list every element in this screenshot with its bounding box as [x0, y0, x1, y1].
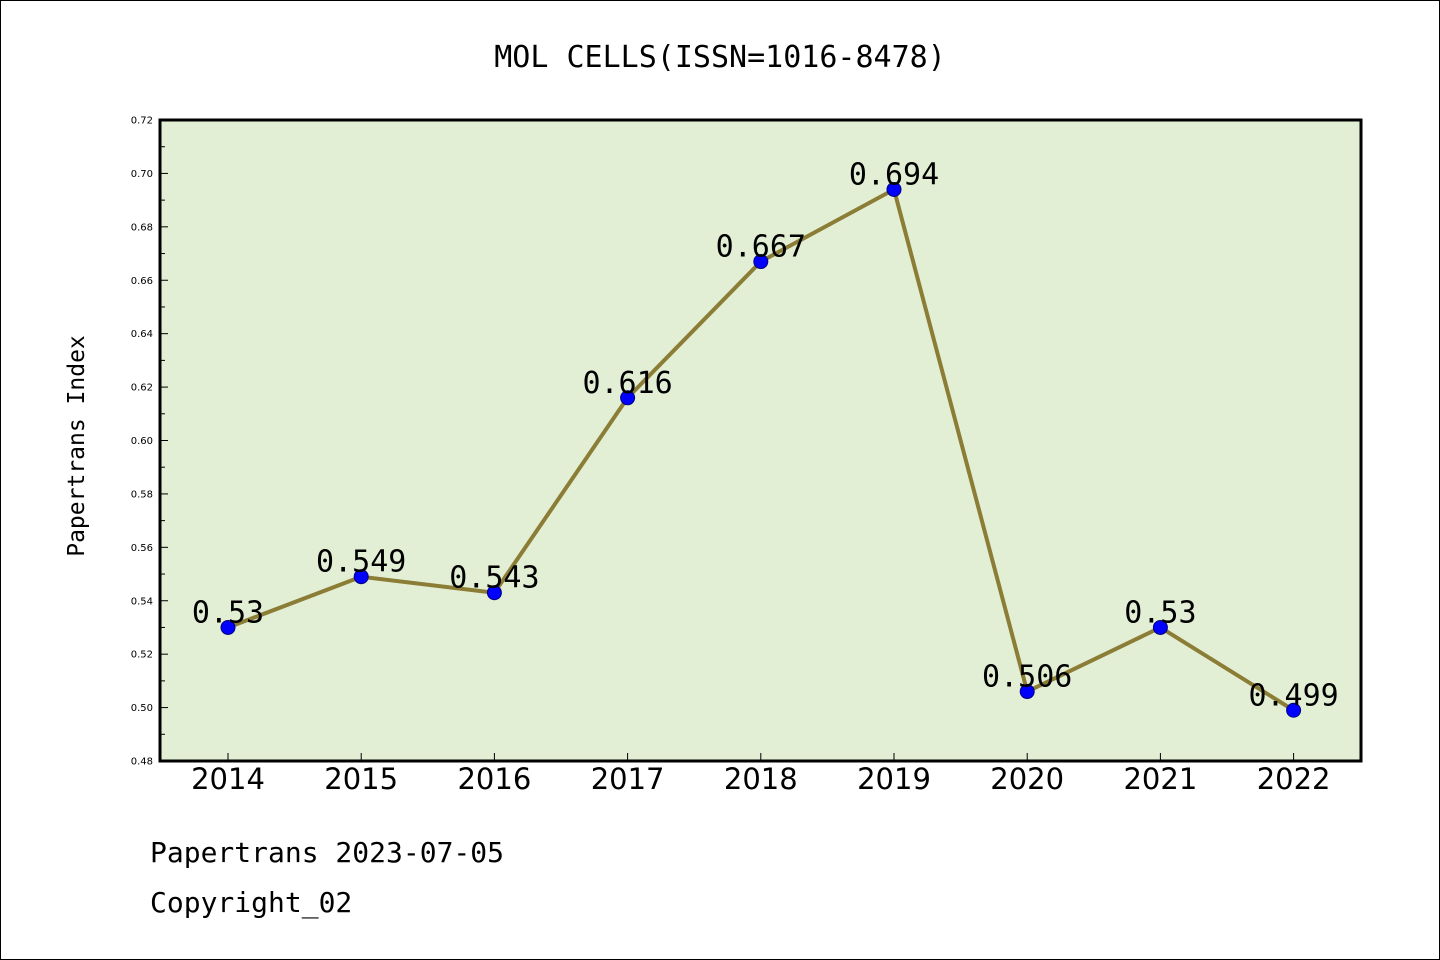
data-point [353, 569, 369, 585]
data-point [886, 181, 902, 197]
data-label: 0.53 [1124, 595, 1196, 630]
y-tick-label: 0.60 [131, 436, 153, 447]
x-tick-label: 2017 [591, 762, 665, 796]
data-label: 0.694 [849, 157, 939, 192]
x-axis: 2014 2015 2016 2017 2018 2019 2020 2021 2022 [191, 753, 1331, 796]
data-point [486, 585, 502, 601]
x-tick-label: 2018 [724, 762, 798, 796]
data-point [220, 619, 236, 635]
y-tick-label: 0.58 [131, 489, 153, 500]
x-tick-label: 2020 [990, 762, 1064, 796]
x-tick-label: 2015 [324, 762, 398, 796]
footer-copyright: Copyright_02 [150, 886, 353, 919]
y-axis: 0.48 0.50 0.52 0.54 0.56 0.58 0.60 0.62 0.64 0.66… [131, 116, 168, 768]
y-tick-label: 0.54 [131, 596, 153, 607]
data-label: 0.506 [982, 660, 1072, 695]
y-tick-label: 0.48 [131, 757, 153, 768]
data-point [1152, 619, 1168, 635]
y-tick-label: 0.56 [131, 543, 153, 554]
data-point [753, 254, 769, 270]
y-axis-label: Papertrans Index [64, 335, 90, 557]
data-point [1019, 684, 1035, 700]
y-tick-label: 0.70 [131, 169, 153, 180]
x-tick-label: 2021 [1123, 762, 1197, 796]
y-tick-label: 0.66 [131, 276, 153, 287]
x-tick-label: 2016 [457, 762, 531, 796]
data-label: 0.53 [192, 595, 264, 630]
data-point [620, 390, 636, 406]
data-label: 0.549 [316, 545, 406, 580]
plot-area [158, 118, 1363, 763]
x-tick-label: 2019 [857, 762, 931, 796]
y-tick-label: 0.64 [131, 329, 153, 340]
y-tick-label: 0.62 [131, 383, 153, 394]
data-label: 0.543 [449, 561, 539, 596]
y-tick-label: 0.52 [131, 650, 153, 661]
footer-date: Papertrans 2023-07-05 [150, 836, 505, 869]
data-label: 0.667 [716, 230, 806, 265]
data-label: 0.616 [582, 366, 672, 401]
series-group: 0.53 0.549 0.543 0.616 0.667 0.694 0.506 0.53 0.… [192, 157, 1339, 718]
y-tick-label: 0.68 [131, 222, 153, 233]
x-tick-label: 2022 [1257, 762, 1331, 796]
data-point [1286, 702, 1302, 718]
y-tick-label: 0.72 [131, 116, 153, 127]
chart-title: MOL CELLS(ISSN=1016-8478) [494, 40, 946, 75]
data-label: 0.499 [1248, 678, 1338, 713]
x-tick-label: 2014 [191, 762, 265, 796]
y-tick-label: 0.50 [131, 703, 153, 714]
